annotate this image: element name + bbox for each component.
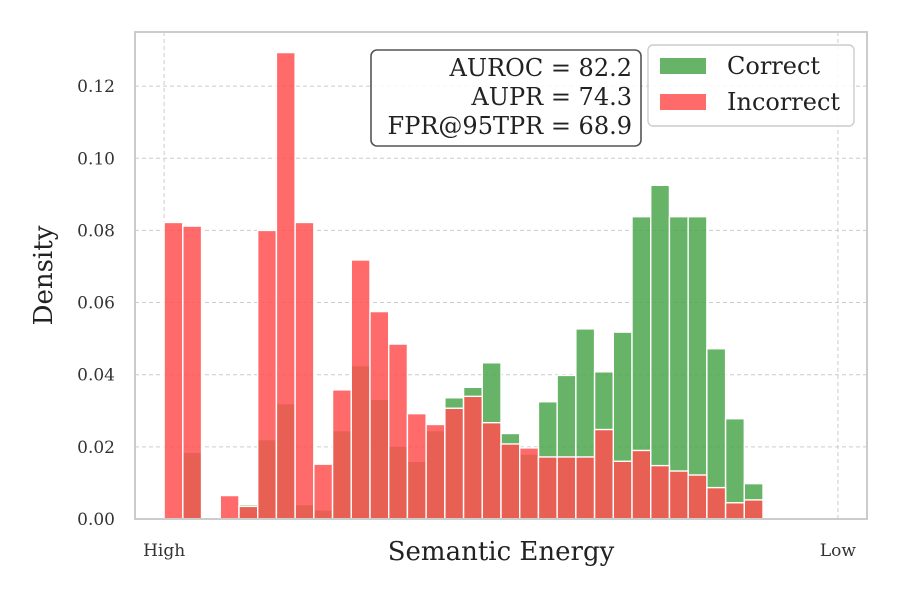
- incorrect-bar: [294, 221, 315, 520]
- x-axis-title: Semantic Energy: [388, 537, 615, 567]
- y-axis-title: Density: [29, 225, 59, 325]
- legend: Correct Incorrect: [647, 44, 855, 127]
- y-tick-label: 0.02: [77, 438, 115, 458]
- incorrect-bar: [406, 412, 427, 520]
- incorrect-bar: [462, 395, 483, 520]
- incorrect-bar: [425, 423, 446, 520]
- incorrect-bar: [706, 486, 727, 520]
- correct-bar: [687, 215, 708, 520]
- y-tick-label: 0.00: [77, 510, 115, 530]
- incorrect-bar: [219, 494, 240, 520]
- y-tick-label: 0.06: [77, 294, 115, 314]
- y-tick-label: 0.08: [77, 221, 115, 241]
- y-tick-label: 0.12: [77, 77, 115, 97]
- incorrect-bar: [724, 502, 746, 520]
- x-end-label-low: Low: [820, 541, 857, 561]
- incorrect-bar: [369, 310, 390, 520]
- incorrect-bar: [519, 447, 540, 520]
- incorrect-bar: [575, 456, 596, 520]
- incorrect-bar: [481, 421, 502, 520]
- incorrect-bar: [668, 470, 689, 520]
- metric-aupr: AUPR = 74.3: [470, 83, 632, 111]
- y-tick-labels: 0.00 0.02 0.04 0.06 0.08 0.10 0.12: [77, 77, 115, 530]
- plot-frame: [134, 31, 868, 520]
- metrics-box-frame: [370, 49, 642, 147]
- incorrect-bar: [593, 428, 614, 520]
- incorrect-bar: [238, 505, 259, 520]
- incorrect-bar: [444, 407, 465, 520]
- legend-label-correct: Correct: [727, 52, 820, 80]
- incorrect-bar: [350, 259, 371, 520]
- incorrect-bar: [537, 456, 558, 520]
- incorrect-bar: [388, 343, 409, 520]
- incorrect-bar: [687, 474, 708, 520]
- incorrect-bar: [163, 221, 184, 520]
- legend-swatch-correct: [660, 58, 706, 74]
- y-tick-label: 0.04: [77, 366, 115, 386]
- y-tick-label: 0.10: [77, 149, 115, 169]
- incorrect-bar: [256, 229, 278, 520]
- legend-swatch-incorrect: [660, 94, 706, 110]
- incorrect-bar: [612, 460, 633, 520]
- incorrect-bar: [275, 51, 296, 520]
- incorrect-bar: [631, 449, 652, 520]
- incorrect-bar: [331, 389, 352, 520]
- x-end-label-high: High: [143, 541, 185, 561]
- incorrect-bar: [500, 443, 521, 520]
- metric-fpr95tpr: FPR@95TPR = 68.9: [388, 112, 632, 140]
- legend-label-incorrect: Incorrect: [727, 88, 840, 116]
- incorrect-bar: [743, 499, 764, 520]
- metrics-box: AUROC = 82.2 AUPR = 74.3 FPR@95TPR = 68.…: [370, 49, 642, 147]
- incorrect-bar: [182, 225, 203, 520]
- incorrect-bar: [313, 463, 334, 520]
- metric-auroc: AUROC = 82.2: [449, 54, 632, 82]
- incorrect-bar: [556, 456, 577, 520]
- incorrect-series-bars: [163, 51, 764, 520]
- incorrect-bar: [650, 464, 671, 520]
